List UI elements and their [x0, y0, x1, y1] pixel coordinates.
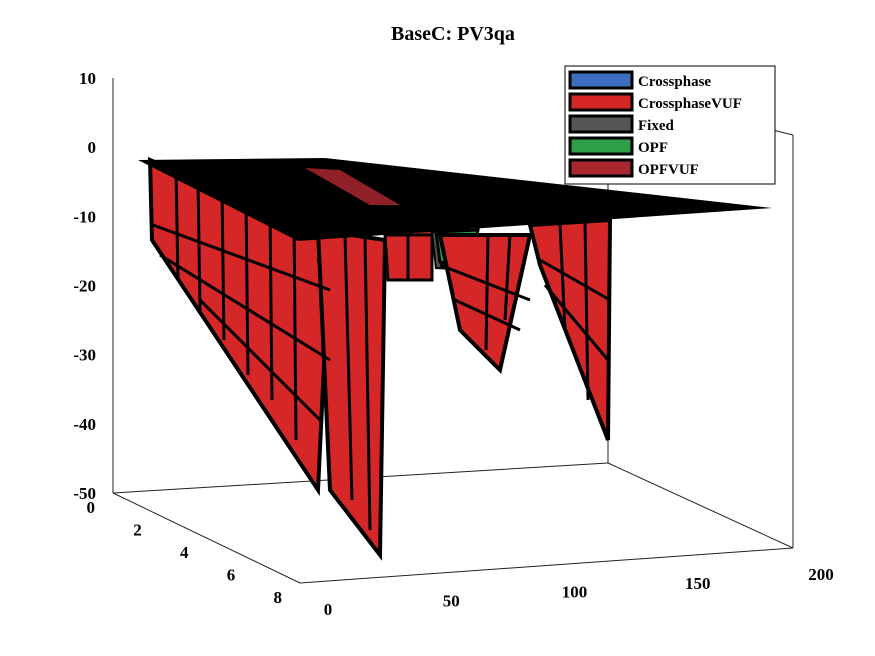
- x-tick-label: 0: [324, 600, 333, 619]
- x-axis-line: [299, 547, 794, 584]
- surface-plot: [138, 156, 772, 561]
- surface-grid-lines: [152, 169, 611, 531]
- z-tick-label: -30: [73, 346, 96, 365]
- legend: Crossphase CrossphaseVUF Fixed OPF OPFVUF: [564, 65, 776, 185]
- top-plane-gap: [305, 168, 400, 205]
- legend-swatch: [568, 136, 634, 156]
- y-tick-label: 6: [227, 566, 236, 585]
- z-tick-label: 10: [79, 69, 96, 88]
- z-axis-ticks: 10 0 -10 -20 -30 -40 -50: [73, 69, 96, 503]
- x-tick-label: 100: [562, 583, 588, 602]
- z-tick-label: -10: [73, 207, 96, 226]
- y-tick-label: 4: [180, 543, 189, 562]
- y-tick-label: 8: [274, 588, 283, 607]
- legend-label: CrossphaseVUF: [638, 96, 742, 112]
- wall-crossphasevuf-right2: [527, 217, 613, 441]
- z-tick-label: -40: [73, 415, 96, 434]
- x-tick-label: 200: [808, 565, 834, 584]
- y-tick-label: 0: [87, 498, 96, 517]
- legend-label: OPF: [638, 140, 668, 156]
- legend-label: OPFVUF: [638, 162, 699, 178]
- legend-swatch: [568, 114, 634, 134]
- legend-label: Crossphase: [638, 74, 711, 90]
- legend-swatch: [568, 158, 634, 178]
- legend-swatch: [568, 92, 634, 112]
- y-axis-ticks: 0 2 4 6 8: [87, 498, 283, 607]
- z-tick-label: -20: [73, 277, 96, 296]
- y-axis-line: [112, 492, 301, 584]
- x-tick-label: 50: [443, 591, 460, 610]
- x-axis-ticks: 0 50 100 150 200: [324, 565, 834, 619]
- x-tick-label: 150: [685, 574, 711, 593]
- z-tick-label: -50: [73, 484, 96, 503]
- floor-right-back-edge: [607, 462, 794, 549]
- surface-top-plane: [138, 158, 772, 241]
- legend-swatch: [568, 70, 634, 90]
- chart-title: BaseC: PV3qa: [391, 23, 515, 45]
- wall-crossphasevuf-center: [315, 227, 388, 561]
- legend-label: Fixed: [638, 118, 674, 134]
- y-tick-label: 2: [133, 521, 142, 540]
- z-tick-label: 0: [88, 138, 97, 157]
